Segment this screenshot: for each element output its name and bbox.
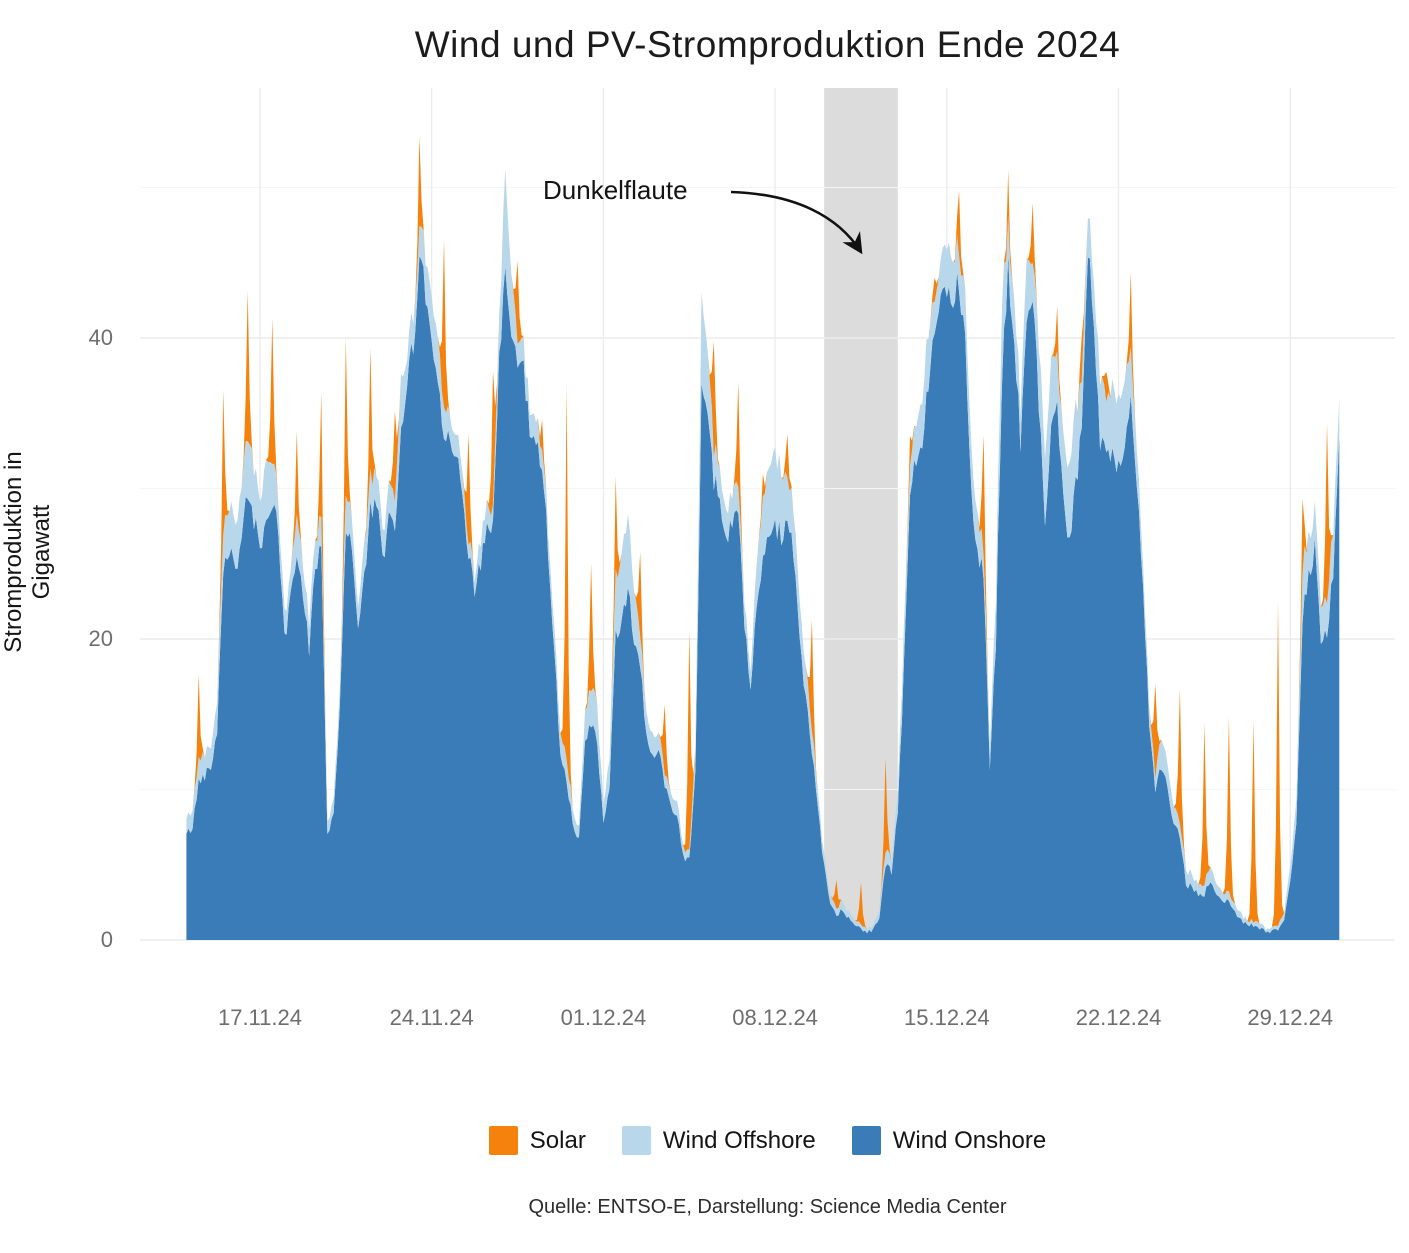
legend-item-wind-offshore: Wind Offshore — [621, 1126, 816, 1155]
area-wind-offshore — [186, 168, 1340, 934]
x-tick-label: 01.12.24 — [560, 1005, 647, 1030]
legend: Solar Wind Offshore Wind Onshore — [140, 1126, 1395, 1155]
legend-item-wind-onshore: Wind Onshore — [851, 1126, 1047, 1155]
annotation-dunkelflaute-label: Dunkelflaute — [543, 175, 688, 205]
area-wind-onshore — [186, 255, 1340, 940]
legend-item-solar: Solar — [488, 1126, 586, 1155]
annotation-arrow — [730, 190, 863, 255]
legend-swatch-icon — [488, 1126, 518, 1155]
y-tick-label: 40 — [88, 325, 113, 350]
legend-label: Wind Offshore — [662, 1126, 816, 1154]
legend-label: Solar — [529, 1126, 586, 1154]
x-tick-label: 15.12.24 — [904, 1005, 990, 1030]
x-tick-label: 17.11.24 — [217, 1005, 302, 1030]
source-caption: Quelle: ENTSO-E, Darstellung: Science Me… — [528, 1196, 1007, 1218]
legend-label: Wind Onshore — [892, 1126, 1047, 1154]
y-tick-label: 20 — [88, 626, 113, 651]
y-tick-label: 0 — [100, 927, 113, 952]
x-tick-label: 08.12.24 — [732, 1005, 818, 1030]
legend-swatch-icon — [621, 1126, 651, 1155]
x-tick-label: 29.12.24 — [1247, 1005, 1334, 1030]
x-tick-label: 24.11.24 — [389, 1005, 474, 1030]
legend-swatch-icon — [851, 1126, 881, 1155]
chart-title: Wind und PV-Stromproduktion Ende 2024 — [414, 24, 1121, 65]
x-tick-label: 22.12.24 — [1075, 1005, 1162, 1030]
